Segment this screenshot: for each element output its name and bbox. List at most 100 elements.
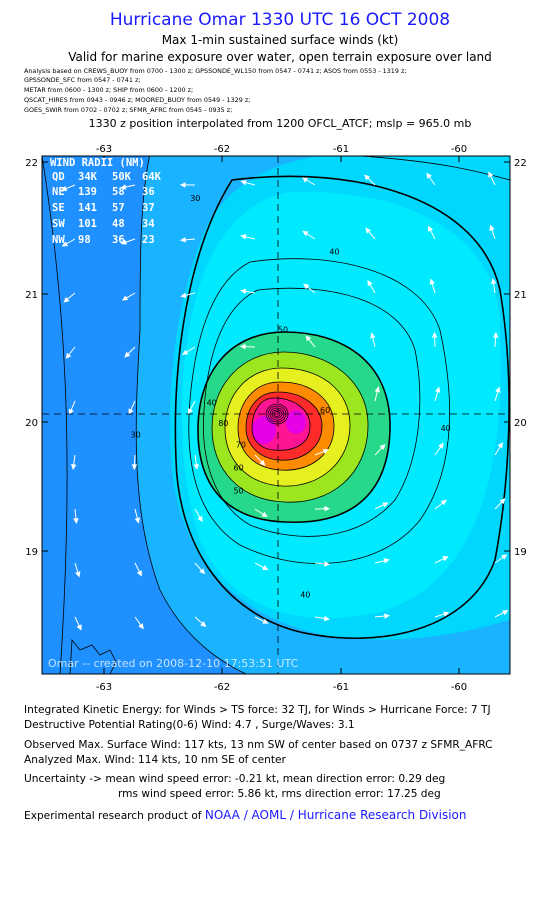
wind-arrow — [367, 279, 376, 294]
wind-arrow — [179, 237, 196, 243]
wind-arrow — [240, 179, 256, 186]
svg-text:23: 23 — [142, 234, 155, 246]
y-tick-label-left: 21 — [25, 290, 38, 301]
wind-arrow — [374, 444, 386, 456]
contour-label: 50 — [234, 487, 244, 496]
wind-arrow — [193, 454, 200, 471]
wind-arrow — [431, 331, 438, 348]
chart-subtitle-exposure: Valid for marine exposure over water, op… — [68, 50, 492, 64]
svg-text:141: 141 — [78, 202, 97, 214]
wind-arrow — [314, 561, 331, 567]
wind-arrow — [120, 238, 136, 245]
y-tick-label-right: 21 — [514, 290, 527, 301]
wind-radii-row: SW 101 48 34 — [52, 218, 155, 230]
wind-arrow — [492, 331, 499, 348]
wind-arrow — [434, 556, 449, 564]
x-tick-label-bottom: -61 — [333, 682, 349, 693]
wind-arrow — [494, 610, 509, 618]
svg-text:QD: QD — [52, 171, 65, 183]
wind-arrow — [194, 562, 206, 575]
wind-arrow — [365, 227, 376, 240]
wind-arrow — [254, 508, 268, 518]
x-tick-label-top: -60 — [451, 144, 467, 155]
wind-arrow — [428, 225, 436, 240]
analysis-line: QSCAT_HIRES from 0943 - 0946 z; MOORED_B… — [24, 96, 251, 104]
wind-arrow — [374, 502, 389, 510]
wind-arrow — [488, 171, 496, 186]
wind-arrow — [434, 442, 444, 456]
wind-arrow — [187, 400, 196, 415]
svg-text:139: 139 — [78, 186, 97, 198]
wind-arrow — [434, 611, 450, 618]
wind-arrow — [60, 184, 76, 192]
svg-text:34: 34 — [142, 218, 155, 230]
chart-title: Hurricane Omar 1330 UTC 16 OCT 2008 — [109, 10, 451, 30]
wind-arrow — [302, 230, 316, 240]
analysis-line: Analysis based on CREWS_BUOY from 0700 -… — [24, 67, 407, 75]
wind-arrow — [429, 278, 436, 294]
wind-arrow — [120, 184, 136, 190]
y-tick-label-right: 22 — [514, 158, 527, 169]
wind-arrow — [240, 234, 256, 240]
wind-arrow — [194, 508, 203, 523]
wind-arrow — [490, 278, 497, 294]
island-coast — [69, 638, 117, 674]
plot-frame — [41, 155, 511, 675]
y-tick-label-left: 22 — [25, 158, 38, 169]
svg-text:36: 36 — [142, 186, 155, 198]
wind-arrow — [254, 454, 266, 466]
wind-arrow — [128, 400, 136, 415]
contour-fill-max-sw — [252, 416, 276, 444]
svg-text:37: 37 — [142, 202, 155, 214]
contour-label: 40 — [329, 248, 339, 257]
wind-arrow — [124, 346, 136, 358]
wind-arrow — [494, 441, 503, 456]
wind-arrow — [374, 386, 380, 402]
x-tick-label-bottom: -60 — [451, 682, 467, 693]
wind-arrow — [73, 508, 79, 525]
wind-radii-title: WIND RADII (NM) — [50, 157, 145, 169]
contour-label: 70 — [236, 441, 246, 450]
wind-radii-row: NW 98 36 23 — [52, 234, 155, 246]
contour-fill-max-se — [286, 410, 306, 434]
wind-arrow — [426, 172, 436, 186]
wind-arrow — [131, 454, 138, 471]
wind-arrow — [301, 177, 316, 186]
contour-label: 80 — [218, 419, 228, 428]
x-tick-label-top: -63 — [96, 144, 112, 155]
contour-value-labels: 30 30 40 40 40 40 50 50 60 60 70 80 — [131, 194, 451, 599]
wind-arrow — [134, 562, 142, 577]
wind-arrow — [63, 292, 76, 303]
analysis-line: METAR from 0600 - 1300 z; SHIP from 0600… — [24, 86, 194, 94]
wind-arrow — [240, 288, 256, 295]
wind-arrow — [180, 292, 196, 298]
svg-text:64K: 64K — [142, 171, 162, 183]
wind-arrow — [364, 174, 376, 186]
wind-arrows — [60, 171, 509, 631]
dpr-line: Destructive Potential Rating(0-6) Wind: … — [24, 719, 355, 731]
contour-lines — [42, 156, 510, 674]
wind-arrow — [374, 558, 390, 564]
x-tick-label-top: -62 — [214, 144, 230, 155]
wind-arrow — [74, 562, 81, 578]
wind-arrow — [134, 616, 144, 630]
contour-label: 40 — [441, 424, 451, 433]
chart-subtitle: Max 1-min sustained surface winds (kt) — [161, 33, 399, 47]
svg-text:SW: SW — [52, 218, 65, 230]
wind-arrow — [374, 613, 391, 619]
wind-arrow — [121, 292, 136, 301]
wind-radii-row: NE 139 58 36 — [52, 186, 155, 198]
contour-label: 30 — [190, 194, 200, 203]
hrd-link[interactable]: NOAA / AOML / Hurricane Research Divisio… — [204, 808, 467, 822]
contour-label: 50 — [278, 326, 288, 335]
wind-arrow — [179, 182, 196, 188]
wind-arrow — [70, 454, 77, 471]
x-tick-label-top: -61 — [333, 144, 349, 155]
wind-arrow — [314, 615, 330, 622]
uncertainty-rms: rms wind speed error: 5.86 kt, rms direc… — [118, 788, 441, 800]
x-tick-label-bottom: -63 — [96, 682, 112, 693]
svg-text:57: 57 — [112, 202, 125, 214]
wind-field-plot: 30 30 40 40 40 40 50 50 60 60 70 80 -63 -62 -61 -60… — [25, 144, 527, 693]
wind-arrow — [68, 400, 76, 415]
wind-arrow — [254, 562, 269, 571]
